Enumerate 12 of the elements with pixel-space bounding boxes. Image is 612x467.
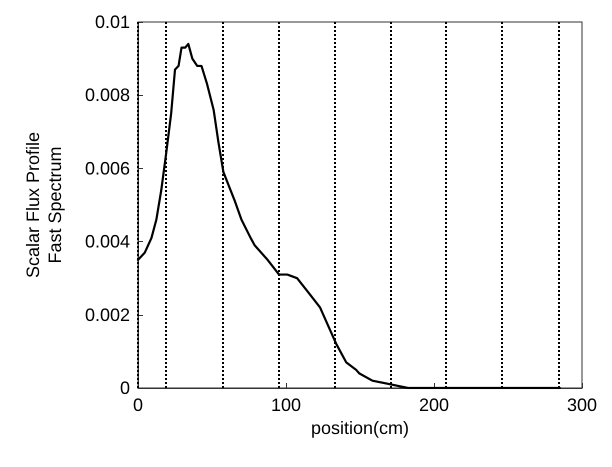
- x-axis-title: position(cm): [310, 418, 410, 438]
- y-tick-label: 0.002: [84, 304, 130, 325]
- y-tick-label: 0.01: [94, 12, 130, 32]
- x-tick-label: 200: [418, 395, 450, 415]
- y-axis-title: Scalar Flux Profile Fast Spectrum: [23, 132, 65, 278]
- x-tick-label: 0: [132, 395, 144, 415]
- y-tick-label: 0: [120, 378, 130, 398]
- x-tick-label: 300: [566, 395, 598, 415]
- y-tick-label: 0.004: [84, 232, 130, 252]
- y-tick-label: 0.008: [84, 85, 130, 106]
- x-tick-label: 100: [270, 395, 302, 415]
- y-tick-label: 0.006: [84, 158, 130, 178]
